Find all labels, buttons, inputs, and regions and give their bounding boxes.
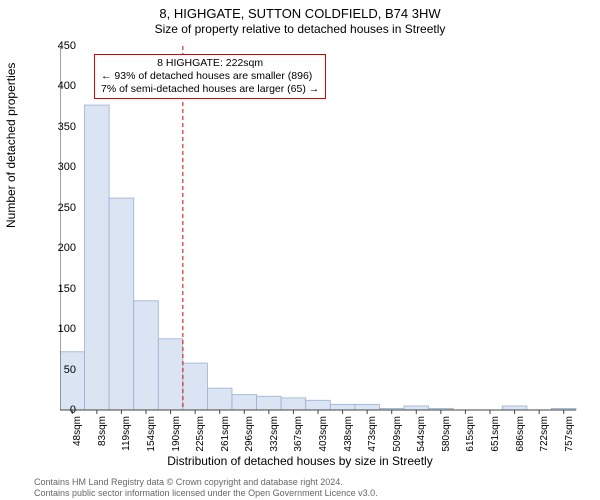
callout-line-3: 7% of semi-detached houses are larger (6… xyxy=(101,83,319,96)
x-axis-label: Distribution of detached houses by size … xyxy=(0,454,600,468)
ytick-label: 50 xyxy=(46,364,76,376)
xtick-label: 261sqm xyxy=(220,416,231,456)
xtick-label: 509sqm xyxy=(392,416,403,456)
xtick-label: 296sqm xyxy=(244,416,255,456)
title-main: 8, HIGHGATE, SUTTON COLDFIELD, B74 3HW xyxy=(0,6,600,21)
ytick-label: 350 xyxy=(46,121,76,133)
xtick-label: 544sqm xyxy=(416,416,427,456)
callout-line-2: ← 93% of detached houses are smaller (89… xyxy=(101,70,319,83)
ytick-label: 150 xyxy=(46,283,76,295)
callout-box: 8 HIGHGATE: 222sqm ← 93% of detached hou… xyxy=(94,54,326,99)
xtick-label: 722sqm xyxy=(539,416,550,456)
xtick-label: 225sqm xyxy=(195,416,206,456)
xtick-label: 438sqm xyxy=(343,416,354,456)
callout-line-1: 8 HIGHGATE: 222sqm xyxy=(101,57,319,70)
xtick-label: 686sqm xyxy=(515,416,526,456)
ytick-label: 450 xyxy=(46,40,76,52)
xtick-label: 473sqm xyxy=(367,416,378,456)
xtick-label: 403sqm xyxy=(318,416,329,456)
chart-svg xyxy=(60,44,580,414)
xtick-label: 190sqm xyxy=(171,416,182,456)
ytick-label: 0 xyxy=(46,404,76,416)
ytick-label: 300 xyxy=(46,161,76,173)
xtick-label: 651sqm xyxy=(490,416,501,456)
ytick-label: 400 xyxy=(46,80,76,92)
y-axis-label: Number of detached properties xyxy=(4,63,18,228)
xtick-label: 332sqm xyxy=(269,416,280,456)
ytick-label: 200 xyxy=(46,242,76,254)
footer-line-1: Contains HM Land Registry data © Crown c… xyxy=(34,477,378,487)
footer-attribution: Contains HM Land Registry data © Crown c… xyxy=(34,477,378,498)
ytick-label: 100 xyxy=(46,323,76,335)
xtick-label: 367sqm xyxy=(293,416,304,456)
xtick-label: 119sqm xyxy=(121,416,132,456)
histogram-chart xyxy=(60,44,580,414)
xtick-label: 757sqm xyxy=(564,416,575,456)
xtick-label: 580sqm xyxy=(441,416,452,456)
xtick-label: 83sqm xyxy=(97,416,108,456)
footer-line-2: Contains public sector information licen… xyxy=(34,488,378,498)
title-sub: Size of property relative to detached ho… xyxy=(0,22,600,36)
ytick-label: 250 xyxy=(46,202,76,214)
xtick-label: 154sqm xyxy=(146,416,157,456)
xtick-label: 48sqm xyxy=(72,416,83,456)
xtick-label: 615sqm xyxy=(465,416,476,456)
